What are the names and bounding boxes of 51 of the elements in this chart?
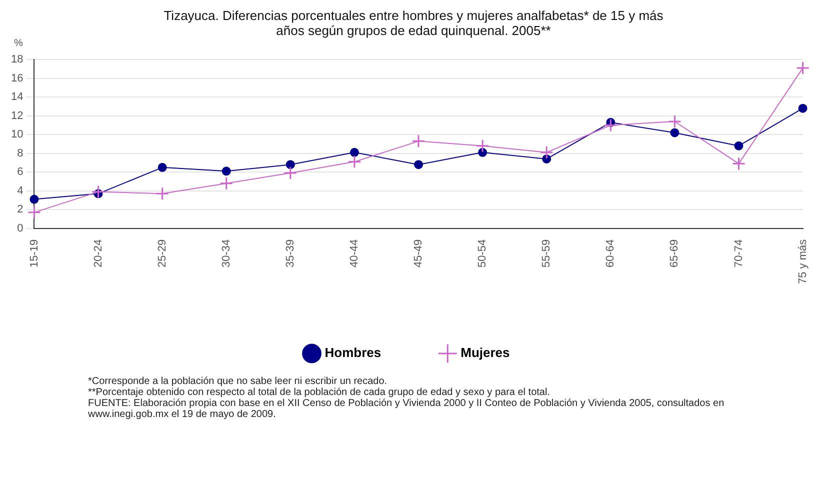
point — [158, 162, 167, 172]
x-tick-label: 20-24 — [92, 239, 104, 268]
text: **Porcentaje obtenido con respecto al total de la población de cada grupo de edad y sexo y para el total. — [88, 387, 551, 398]
x-tick-label: 65-69 — [668, 239, 681, 268]
x-tick-label: 15-19 — [28, 239, 40, 268]
source-note: FUENTE: Elaboración propia con base en el XII Censo de Población y Vivienda 2000 y II Conteo de Población y Vivienda 2005, consultados en www.inegi.gob.mx el 19 de mayo de 2009. — [88, 398, 726, 420]
x-tick-label: 25-29 — [156, 239, 168, 268]
point — [92, 185, 106, 199]
y-tick-label: 0 — [17, 222, 24, 234]
point — [732, 156, 746, 170]
legend-label: Mujeres — [460, 345, 510, 360]
point — [156, 186, 170, 200]
y-tick-label: 4 — [17, 184, 24, 197]
y-tick-label: 6 — [17, 166, 24, 178]
y-tick-label: 2 — [17, 204, 24, 216]
point — [220, 176, 234, 190]
y-tick-label: 18 — [10, 54, 24, 66]
point — [348, 155, 362, 169]
y-tick-label: 14 — [10, 91, 24, 104]
point — [412, 134, 426, 148]
x-tick-label: 55-59 — [540, 239, 553, 268]
point — [734, 141, 744, 150]
point — [798, 104, 808, 113]
x-tick-label: 70-74 — [732, 239, 745, 268]
y-tick-label: 8 — [17, 147, 24, 160]
point — [668, 114, 682, 128]
chart-title: Tizayuca. Diferencias porcentuales entre hombres y mujeres analfabetas* de 15 y más años según grupos de edad quinquenal. 2005** — [162, 8, 664, 38]
point — [414, 160, 424, 170]
x-tick-label: 40-44 — [348, 239, 360, 268]
y-tick-label: 12 — [10, 110, 24, 122]
y-axis-title: % — [14, 38, 24, 50]
text: *Corresponde a la población que no sabe leer ni escribir un recado. — [88, 376, 388, 387]
x-tick-label: 35-39 — [284, 239, 296, 268]
y-tick-label: 16 — [10, 72, 24, 84]
x-tick-label: 75 y más — [796, 238, 809, 284]
x-tick-label: 30-34 — [220, 239, 232, 268]
point — [284, 166, 298, 180]
x-tick-label: 45-49 — [412, 239, 425, 268]
point — [222, 166, 231, 176]
point — [796, 61, 810, 75]
point — [540, 146, 554, 160]
x-tick-label: 50-54 — [476, 239, 489, 268]
point — [286, 160, 295, 170]
point — [30, 194, 39, 204]
x-tick-label: 60-64 — [604, 239, 617, 268]
point — [350, 148, 359, 157]
y-tick-label: 10 — [10, 128, 24, 141]
point — [604, 118, 618, 132]
point — [476, 139, 490, 153]
point — [670, 128, 680, 138]
legend-label: Hombres — [324, 345, 382, 360]
